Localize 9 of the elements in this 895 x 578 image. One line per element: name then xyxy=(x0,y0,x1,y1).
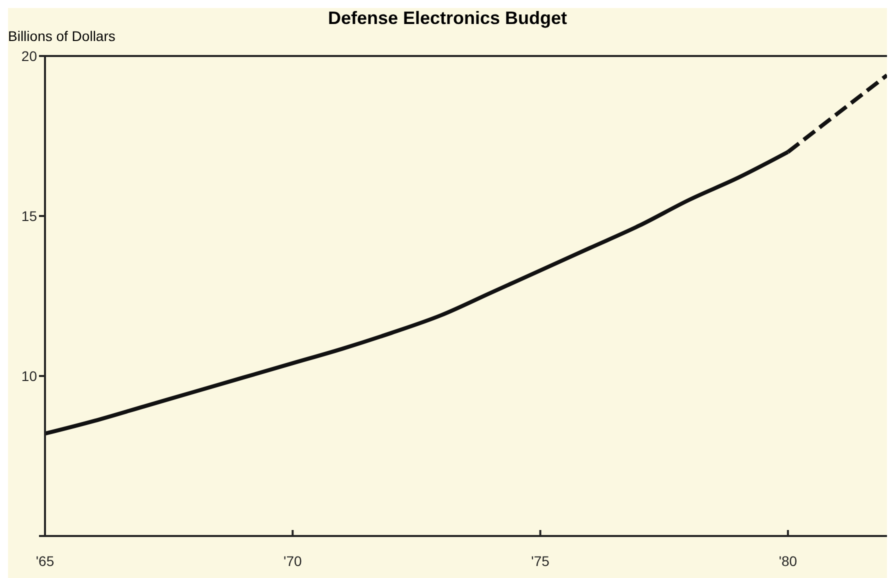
x-tick-label: '65 xyxy=(36,552,54,569)
y-tick-label: 20 xyxy=(21,48,38,64)
x-tick-label: '70 xyxy=(284,552,302,569)
y-tick-label: 15 xyxy=(21,208,38,224)
x-tick-label: '80 xyxy=(778,552,798,569)
y-tick-label: 10 xyxy=(21,368,38,384)
x-tick-label: '75 xyxy=(531,552,550,569)
y-axis-title: Billions of Dollars xyxy=(8,28,116,44)
chart-title: Defense Electronics Budget xyxy=(326,8,568,29)
